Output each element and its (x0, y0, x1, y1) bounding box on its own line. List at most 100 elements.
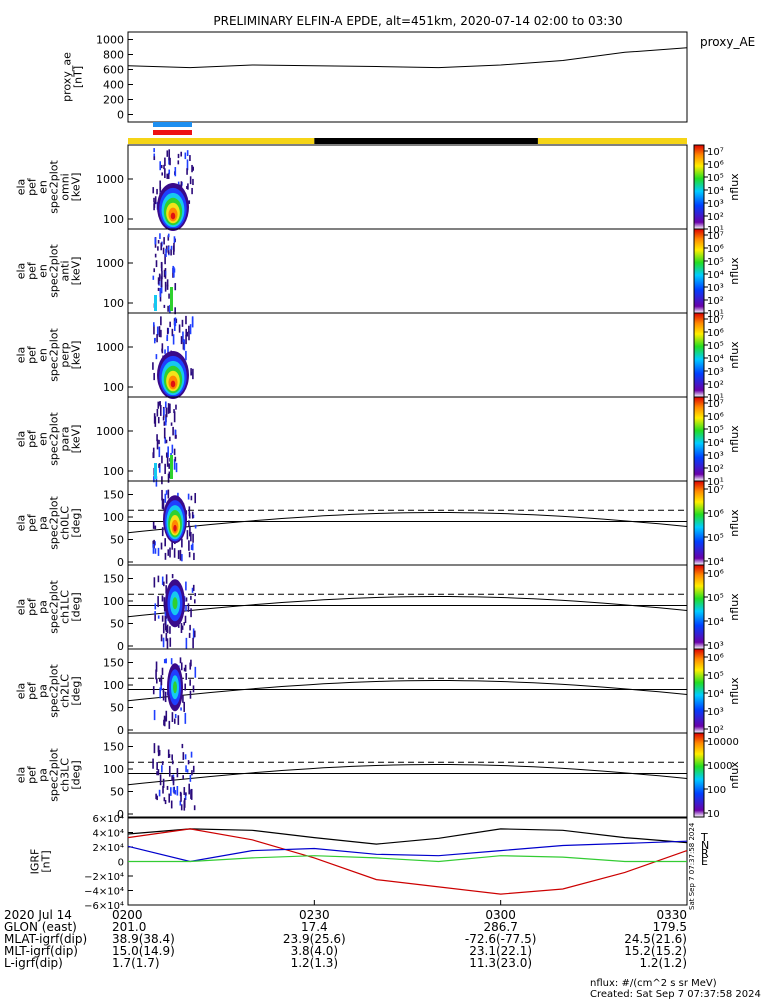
igrf-series-E (128, 855, 687, 863)
colorbar-tick-label: 10⁴ (707, 689, 724, 700)
noise-mark (153, 577, 156, 588)
y-axis-label-line: para (59, 427, 72, 452)
noise-mark (163, 659, 166, 664)
noise-mark (165, 490, 168, 495)
noise-mark (186, 150, 189, 157)
y-axis-label-line: [keV] (70, 341, 83, 370)
noise-mark (167, 489, 170, 499)
noise-mark (156, 771, 158, 776)
axis-row-label: L-igrf(dip) (4, 956, 63, 970)
noise-mark (185, 637, 188, 649)
noise-mark (156, 334, 158, 343)
noise-mark (171, 754, 173, 761)
colorbar-tick-label: 1000 (707, 761, 732, 772)
noise-mark (169, 321, 171, 328)
noise-mark (159, 774, 162, 786)
y-tick-label: 0 (117, 109, 124, 122)
timestamp-stamp: Sat Sep 7 07:37:58 2024 (688, 822, 696, 910)
noise-mark (173, 718, 176, 724)
noise-mark (189, 324, 192, 335)
noise-mark (168, 463, 170, 469)
noise-mark (162, 688, 165, 693)
noise-mark (172, 245, 175, 255)
noise-mark (173, 320, 176, 331)
y-tick-label: 1000 (96, 341, 124, 354)
y-axis-label-line: omni (59, 173, 72, 200)
noise-mark (185, 581, 187, 591)
noise-mark (168, 149, 171, 161)
spectral-mark (154, 295, 157, 311)
y-axis-label-line: ch1LC (59, 590, 72, 624)
noise-mark (185, 605, 187, 612)
colorbar-label: nflux (728, 425, 741, 453)
plot-frame (127, 648, 688, 734)
noise-mark (174, 307, 176, 315)
colorbar-tick-label: 10² (707, 464, 724, 475)
noise-mark (176, 786, 179, 796)
noise-mark (161, 172, 164, 176)
noise-mark (161, 765, 163, 773)
noise-mark (153, 148, 155, 153)
axis-row-value: 286.7 (483, 920, 517, 934)
noise-mark (189, 624, 191, 631)
y-axis-label-line: [deg] (70, 676, 83, 705)
y-axis-label-line: pef (26, 177, 39, 196)
colorbar-tick-label: 10⁷ (707, 231, 724, 242)
noise-mark (163, 164, 165, 170)
y-axis-label-line: [deg] (70, 592, 83, 621)
noise-mark (152, 362, 154, 370)
noise-mark (184, 152, 187, 160)
colorbar-tick-label: 10000 (707, 737, 739, 748)
noise-mark (169, 403, 171, 414)
axis-row-value: -72.6(-77.5) (465, 932, 536, 946)
y-tick-label: 50 (110, 534, 124, 547)
y-axis-label-line: en (37, 348, 50, 362)
noise-mark (157, 547, 160, 556)
y-axis-label: proxy_ae[nT] (61, 52, 85, 102)
footer-units: nflux: #/(cm^2 s sr MeV) (590, 978, 717, 989)
noise-mark (160, 261, 163, 269)
noise-mark (182, 752, 185, 760)
noise-mark (188, 540, 190, 551)
noise-mark (189, 690, 192, 699)
noise-mark (192, 533, 194, 543)
noise-mark (192, 166, 194, 171)
noise-mark (160, 634, 163, 642)
y-tick-label: 100 (103, 213, 124, 226)
plot-frame (127, 31, 688, 123)
y-tick-label: 1000 (96, 425, 124, 438)
noise-mark (159, 287, 162, 298)
noise-mark (169, 304, 171, 314)
indicator-red-bar (153, 130, 192, 135)
noise-mark (159, 404, 162, 416)
y-tick-label: 100 (103, 297, 124, 310)
noise-mark (153, 743, 156, 754)
noise-mark (190, 608, 192, 618)
noise-mark (160, 242, 163, 251)
noise-mark (190, 788, 193, 800)
noise-mark (185, 597, 188, 602)
noise-mark (184, 683, 187, 691)
noise-mark (165, 632, 168, 642)
noise-mark (163, 717, 166, 727)
noise-mark (166, 284, 169, 290)
noise-mark (189, 531, 191, 537)
phase-bar-segment (537, 138, 687, 144)
noise-mark (188, 200, 191, 204)
noise-mark (187, 760, 190, 765)
noise-mark (154, 253, 157, 258)
colorbar-tick-label: 10⁶ (707, 412, 724, 423)
y-axis-label-line: spec2plot (48, 748, 61, 802)
y-tick-label: −2×10⁴ (84, 872, 124, 883)
y-axis-label-line: ch2LC (59, 674, 72, 708)
noise-mark (164, 552, 167, 560)
noise-mark (158, 789, 161, 797)
noise-mark (191, 187, 193, 195)
noise-mark (183, 667, 186, 672)
